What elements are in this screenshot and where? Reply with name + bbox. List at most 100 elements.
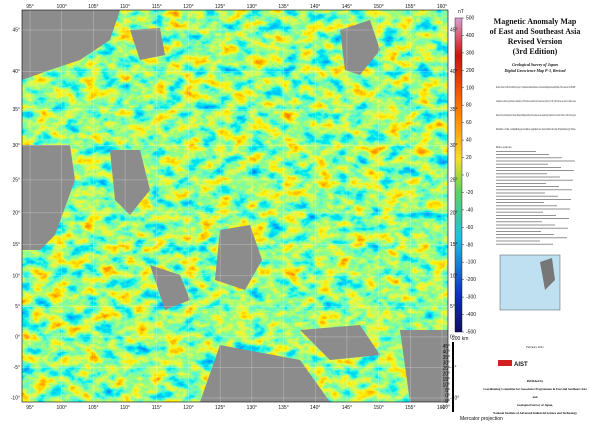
colorbar-tick-label: 20 — [466, 155, 472, 161]
data-source-row — [496, 195, 558, 197]
lon-label-top: 115° — [152, 4, 162, 10]
scale-lat-label: 25° — [442, 366, 450, 372]
data-source-row — [496, 163, 548, 165]
colorbar-tick-label: -500 — [466, 330, 476, 336]
lat-label-right: -5° — [450, 365, 456, 371]
title-line: (3rd Edition) — [513, 47, 558, 56]
date: February 2021 — [526, 345, 544, 349]
title-line: of East and Southeast Asia — [490, 27, 581, 36]
paragraph: Reduced to the pole anomaly map of Thail… — [496, 113, 576, 118]
scale-lat-label: 40° — [442, 350, 450, 356]
colorbar-tick-label: 100 — [466, 85, 475, 91]
data-source-row — [496, 176, 560, 178]
colorbar-tick-label: 300 — [466, 50, 475, 56]
publisher-line: Geological Survey of Japan — [512, 62, 558, 67]
logo: AIST — [514, 362, 528, 368]
lat-label-left: 30° — [12, 143, 20, 149]
lon-label-bottom: 160° — [437, 405, 447, 411]
projection-label: Mercator projection — [460, 416, 503, 422]
scale-lat-label: -10° — [441, 405, 450, 411]
lat-label-right: 5° — [450, 304, 455, 310]
paragraph: Compiled on a mercator grid basis at alt… — [496, 99, 576, 104]
lon-label-bottom: 115° — [152, 405, 162, 411]
title-line: Magnetic Anomaly Map — [494, 17, 577, 26]
scale-lat-label: 35° — [442, 355, 450, 361]
lat-label-right: 45° — [450, 28, 458, 34]
lat-label-left: 15° — [12, 242, 20, 248]
data-source-row — [496, 151, 536, 152]
data-source-row — [496, 154, 549, 155]
lat-label-left: 20° — [12, 210, 20, 216]
colorbar-tick-label: -300 — [466, 295, 476, 301]
data-source-row — [496, 234, 554, 235]
scale-lat-label: 15° — [442, 377, 450, 383]
lon-label-top: 140° — [310, 4, 320, 10]
lon-label-top: 120° — [183, 4, 193, 10]
lon-label-top: 145° — [342, 4, 352, 10]
lat-label-right: 15° — [450, 242, 458, 248]
data-source-row — [496, 192, 545, 194]
lon-label-top: 125° — [215, 4, 225, 10]
colorbar-tick-label: -100 — [466, 260, 476, 266]
lat-label-right: 40° — [450, 69, 458, 75]
colorbar-tick-label: 500 — [466, 16, 475, 22]
data-source-row — [496, 183, 546, 184]
scale-lat-label: 0° — [445, 394, 450, 400]
scale-lat-label: 45° — [442, 344, 450, 350]
publisher-line: Digital Geoscience Map P-3, Revised — [504, 68, 567, 73]
graticule — [22, 10, 448, 402]
paragraph: Product of the CCOP-GSJ-DGSM-J project "… — [496, 85, 576, 90]
data-source-row — [496, 179, 573, 181]
data-source-row — [496, 173, 547, 175]
colorbar-tick-label: -400 — [466, 312, 476, 318]
lon-label-bottom: 95° — [26, 405, 34, 411]
scale-bar — [452, 342, 454, 412]
data-source-row — [496, 215, 556, 216]
footer-line: Geological Survey of Japan, — [517, 403, 553, 407]
data-source-row — [496, 167, 561, 168]
scale-lat-label: 20° — [442, 372, 450, 378]
colorbar-tick-label: 40 — [466, 138, 472, 144]
data-source-row — [496, 240, 540, 242]
lon-label-bottom: 100° — [57, 405, 67, 411]
lat-label-right: -10° — [450, 396, 459, 402]
data-source-row — [496, 208, 570, 210]
lat-label-left: 35° — [12, 107, 20, 113]
lon-label-bottom: 105° — [88, 405, 98, 411]
lat-label-right: 20° — [450, 210, 458, 216]
scale-lat-label: 30° — [442, 361, 450, 367]
data-source-row — [496, 243, 553, 245]
lon-label-top: 130° — [247, 4, 257, 10]
lon-label-bottom: 140° — [310, 405, 320, 411]
colorbar-tick-label: -20 — [466, 190, 473, 196]
lon-label-top: 155° — [405, 4, 415, 10]
footer-line: National Institute of Advanced Industria… — [493, 411, 577, 415]
title-line: Revised Version — [508, 37, 563, 46]
scale-lat-label: 5° — [445, 388, 450, 394]
footer-line: Coordinating Committee for Geoscience Pr… — [483, 387, 587, 391]
lon-label-top: 100° — [57, 4, 67, 10]
scale-lat-label: -5° — [444, 399, 450, 405]
data-source-row — [496, 237, 567, 239]
lon-label-top: 150° — [373, 4, 383, 10]
scale-label: 200 km — [452, 336, 468, 342]
colorbar-tick-label: 60 — [466, 120, 472, 126]
lon-label-top: 105° — [88, 4, 98, 10]
lat-label-left: 40° — [12, 69, 20, 75]
lon-label-top: 95° — [26, 4, 34, 10]
data-source-row — [496, 186, 559, 187]
logo-mark — [498, 360, 512, 366]
data-sources-heading: Data sources — [496, 145, 512, 149]
map-border — [21, 9, 449, 403]
lat-label-left: 0° — [15, 334, 20, 340]
scale-lat-label: 10° — [442, 383, 450, 389]
lon-label-bottom: 150° — [373, 405, 383, 411]
data-source-row — [496, 157, 562, 159]
map-frame — [21, 9, 449, 403]
data-source-row — [496, 218, 569, 219]
lon-label-top: 160° — [437, 4, 447, 10]
lat-label-left: 45° — [12, 28, 20, 34]
lon-label-bottom: 120° — [183, 405, 193, 411]
